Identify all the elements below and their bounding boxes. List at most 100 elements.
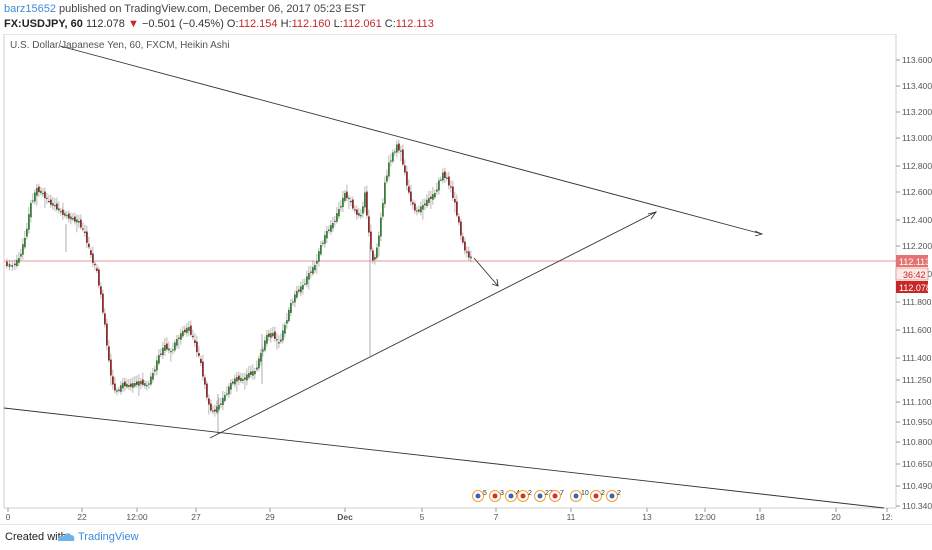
low-label: L: <box>333 18 343 30</box>
candle-body <box>118 389 120 391</box>
candle-body <box>366 191 368 216</box>
candle-body <box>198 353 200 356</box>
candle-body <box>390 160 392 162</box>
candle-body <box>196 341 198 353</box>
candle-body <box>52 203 54 206</box>
author-link[interactable]: barz15652 <box>4 3 56 15</box>
candle-body <box>376 247 378 258</box>
tradingview-logo-icon[interactable] <box>56 529 76 545</box>
candle-body <box>396 144 398 153</box>
candle-body <box>280 339 282 342</box>
candle-body <box>112 376 114 385</box>
candle-body <box>326 231 328 239</box>
candle-body <box>186 327 188 334</box>
candle-body <box>254 371 256 375</box>
candle-body <box>374 257 376 260</box>
candle-body <box>364 192 366 208</box>
candle-body <box>416 210 418 212</box>
candle-body <box>116 390 118 392</box>
candle-body <box>400 150 402 152</box>
candle-body <box>74 216 76 222</box>
price-change: −0.501 (−0.45%) <box>141 18 224 30</box>
candle-body <box>244 377 246 380</box>
tradingview-brand[interactable]: TradingView <box>78 531 139 543</box>
candle-body <box>266 335 268 344</box>
upper-trend-line[interactable] <box>59 45 763 235</box>
candle-body <box>274 331 276 339</box>
open-label: O: <box>226 18 239 30</box>
last-price: 112.078 <box>85 18 125 30</box>
candle-body <box>34 192 36 202</box>
lower-trend-line[interactable] <box>3 407 885 509</box>
projection-arrow-icon <box>491 278 499 287</box>
candle-body <box>58 208 60 211</box>
candle-body <box>318 251 320 262</box>
event-count: 2 <box>617 490 621 497</box>
candle-body <box>226 393 228 395</box>
candle-body <box>86 231 88 243</box>
candle-body <box>332 223 334 229</box>
candle-body <box>32 200 34 202</box>
time-tick-label: 12:00 <box>126 512 148 522</box>
event-icon[interactable]: 5 <box>472 490 488 502</box>
candle-body <box>404 165 406 173</box>
time-tick-label: 12:00 <box>694 512 716 522</box>
candle-body <box>180 333 182 340</box>
candle-body <box>218 405 220 410</box>
candle-body <box>62 209 64 215</box>
event-icon[interactable]: 7 <box>549 490 565 502</box>
price-tick-label: 110.490 <box>902 481 932 491</box>
countdown-tag <box>895 267 929 281</box>
price-tick-label: 113.000 <box>902 133 932 143</box>
event-icon[interactable]: 2 <box>517 490 533 502</box>
candle-body <box>398 143 400 151</box>
candle-body <box>328 229 330 231</box>
chart-pane <box>3 33 897 509</box>
trend-lines[interactable] <box>3 45 885 509</box>
event-icon[interactable]: 2 <box>606 490 622 502</box>
candle-body <box>296 291 298 298</box>
event-icon[interactable]: 3 <box>489 490 505 502</box>
chart-area[interactable]: U.S. Dollar/Japanese Yen, 60, FXCM, Heik… <box>0 33 932 524</box>
candle-body <box>298 289 300 292</box>
symbol-label[interactable]: FX:USDJPY, 60 <box>4 18 83 30</box>
time-tick-label: 13 <box>642 512 652 522</box>
candle-body <box>346 191 348 199</box>
projection-line[interactable] <box>473 257 499 287</box>
candle-body <box>290 303 292 313</box>
time-tick-label: 0 <box>6 512 11 522</box>
candle-body <box>214 409 216 412</box>
close-value: 112.113 <box>395 18 434 30</box>
candle-body <box>130 383 132 387</box>
candle-body <box>94 263 96 266</box>
candle-body <box>88 243 90 248</box>
event-count: 2 <box>601 490 605 497</box>
candle-body <box>36 188 38 196</box>
candle-body <box>210 403 212 411</box>
event-icon[interactable]: 27 <box>534 490 553 502</box>
candle-body <box>358 213 360 216</box>
event-icon[interactable]: 10 <box>570 490 589 502</box>
support-trend-line[interactable] <box>209 211 657 439</box>
event-icon[interactable]: 2 <box>590 490 606 502</box>
candle-body <box>454 198 456 203</box>
time-tick-label: 22 <box>77 512 87 522</box>
candle-body <box>438 180 440 191</box>
candle-body <box>56 203 58 210</box>
event-count: 27 <box>545 490 553 497</box>
candle-body <box>300 286 302 293</box>
candle-body <box>26 228 28 237</box>
candle-body <box>206 383 208 398</box>
candle-body <box>90 250 92 255</box>
candle-body <box>442 172 444 181</box>
candle-body <box>18 258 20 263</box>
price-chart[interactable]: U.S. Dollar/Japanese Yen, 60, FXCM, Heik… <box>0 33 932 524</box>
candle-body <box>314 265 316 271</box>
candle-body <box>452 186 454 198</box>
candle-body <box>132 383 134 388</box>
candle-body <box>192 335 194 338</box>
economic-events[interactable]: 53422771022 <box>472 490 622 502</box>
created-with-label: Created with <box>5 531 67 543</box>
price-tick-label: 110.950 <box>902 417 932 427</box>
candle-body <box>322 242 324 245</box>
